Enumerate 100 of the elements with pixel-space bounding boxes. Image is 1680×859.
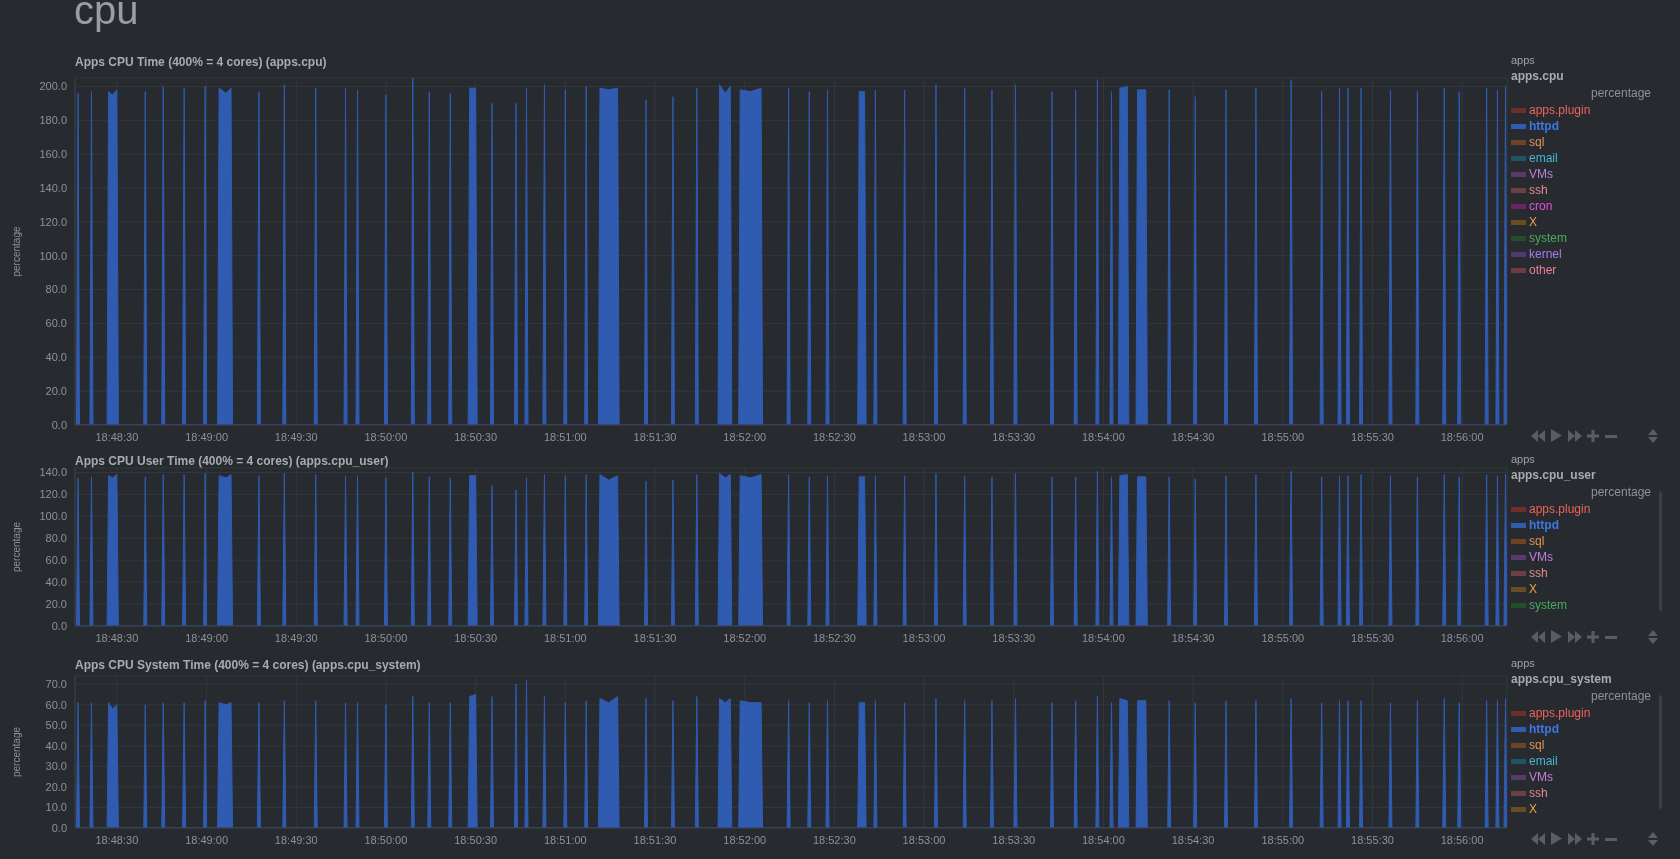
y-tick-label: 100.0 [39, 249, 67, 262]
text: apps [1511, 657, 1536, 671]
legend-label: apps.plugin [1529, 502, 1591, 516]
x-tick-label: 18:50:00 [364, 430, 408, 443]
y-tick-label: 200.0 [39, 80, 67, 93]
x-tick-label: 18:48:30 [95, 833, 139, 846]
y-axis-title: percentage [10, 521, 22, 573]
legend-label: email [1529, 151, 1558, 165]
x-tick-label: 18:52:30 [812, 833, 856, 846]
legend-label: kernel [1529, 247, 1562, 261]
y-tick-label: 60.0 [45, 317, 67, 330]
x-tick-label: 18:51:00 [543, 833, 587, 846]
x-tick-label: 18:56:00 [1440, 631, 1484, 644]
legend-label: apps.plugin [1529, 706, 1591, 720]
y-tick-label: 30.0 [45, 760, 67, 773]
legend-label: VMs [1529, 550, 1553, 564]
legend-label: X [1529, 582, 1538, 596]
x-tick-label: 18:51:00 [543, 631, 587, 644]
text: percentage [1589, 485, 1651, 501]
x-tick-label: 18:53:30 [992, 833, 1036, 846]
legend-label: ssh [1529, 566, 1548, 580]
y-tick-label: 140.0 [39, 181, 67, 194]
legend-label: httpd [1529, 518, 1559, 532]
x-tick-label: 18:48:30 [95, 430, 139, 443]
chart-title: Apps CPU Time (400% = 4 cores) (apps.cpu) [75, 55, 327, 69]
x-tick-label: 18:52:00 [723, 631, 767, 644]
text: apps [1511, 453, 1536, 467]
y-tick-label: 10.0 [45, 801, 67, 814]
legend-label: VMs [1529, 167, 1553, 181]
x-tick-label: 18:50:00 [364, 631, 408, 644]
x-tick-label: 18:55:30 [1351, 833, 1394, 846]
y-tick-label: 50.0 [45, 719, 67, 732]
legend-label: system [1529, 598, 1568, 612]
legend-title: apps.cpu_system [1511, 672, 1613, 688]
x-tick-label: 18:48:30 [95, 631, 139, 644]
legend-label: apps.plugin [1529, 103, 1591, 117]
y-tick-label: 160.0 [39, 148, 67, 161]
y-tick-label: 20.0 [45, 385, 67, 398]
x-tick-label: 18:51:30 [633, 430, 677, 443]
x-tick-label: 18:54:00 [1082, 833, 1125, 846]
x-tick-label: 18:52:30 [812, 430, 856, 443]
x-tick-label: 18:49:00 [185, 430, 229, 443]
legend-label: X [1529, 215, 1538, 229]
x-tick-label: 18:54:00 [1082, 430, 1125, 443]
y-tick-label: 60.0 [45, 698, 67, 711]
y-tick-label: 140.0 [39, 466, 67, 479]
text: apps [1511, 54, 1536, 68]
y-tick-label: 40.0 [45, 351, 67, 364]
legend-label: VMs [1529, 770, 1553, 784]
x-tick-label: 18:53:30 [992, 631, 1036, 644]
x-tick-label: 18:54:30 [1171, 833, 1215, 846]
legend-label: system [1529, 231, 1568, 245]
y-tick-label: 80.0 [45, 283, 67, 296]
legend-label: ssh [1529, 183, 1548, 197]
x-tick-label: 18:56:00 [1440, 430, 1484, 443]
y-axis-title: percentage [10, 226, 22, 277]
x-tick-label: 18:49:00 [185, 631, 229, 644]
x-tick-label: 18:53:30 [992, 430, 1036, 443]
x-tick-label: 18:53:00 [902, 833, 946, 846]
x-tick-label: 18:55:30 [1351, 631, 1394, 644]
y-tick-label: 180.0 [39, 114, 67, 127]
x-tick-label: 18:50:30 [454, 430, 498, 443]
x-tick-label: 18:49:30 [274, 631, 318, 644]
y-tick-label: 0.0 [51, 821, 67, 834]
legend-label: sql [1529, 534, 1545, 548]
legend-label: sql [1529, 738, 1545, 752]
x-tick-label: 18:53:00 [902, 430, 946, 443]
y-tick-label: 80.0 [45, 532, 67, 545]
y-tick-label: 20.0 [45, 597, 67, 610]
x-tick-label: 18:50:30 [454, 833, 498, 846]
x-tick-label: 18:52:30 [812, 631, 856, 644]
x-tick-label: 18:51:00 [543, 430, 587, 443]
legend-label: sql [1529, 135, 1545, 149]
x-tick-label: 18:50:00 [364, 833, 408, 846]
y-tick-label: 60.0 [45, 554, 67, 567]
legend-label: ssh [1529, 786, 1548, 800]
legend-label: httpd [1529, 119, 1559, 133]
x-tick-label: 18:52:00 [723, 430, 767, 443]
y-tick-label: 0.0 [51, 619, 67, 632]
y-tick-label: 120.0 [39, 215, 67, 228]
x-tick-label: 18:55:00 [1261, 833, 1305, 846]
x-tick-label: 18:55:00 [1261, 631, 1305, 644]
text: cpu [74, 0, 139, 32]
y-tick-label: 20.0 [45, 780, 67, 793]
x-tick-label: 18:49:00 [185, 833, 229, 846]
x-tick-label: 18:50:30 [454, 631, 498, 644]
y-tick-label: 70.0 [45, 678, 67, 691]
y-tick-label: 100.0 [39, 510, 67, 523]
legend-label: other [1529, 263, 1557, 277]
text: percentage [1589, 86, 1651, 102]
legend-label: email [1529, 754, 1558, 768]
x-tick-label: 18:55:00 [1261, 430, 1305, 443]
legend-label: httpd [1529, 722, 1559, 736]
x-tick-label: 18:54:00 [1082, 631, 1125, 644]
x-tick-label: 18:51:30 [633, 631, 677, 644]
y-axis-title: percentage [10, 726, 22, 778]
x-tick-label: 18:55:30 [1351, 430, 1394, 443]
chart-title: Apps CPU System Time (400% = 4 cores) (apps.cpu_system) [75, 658, 421, 672]
y-tick-label: 0.0 [51, 418, 67, 431]
y-tick-label: 40.0 [45, 576, 67, 589]
